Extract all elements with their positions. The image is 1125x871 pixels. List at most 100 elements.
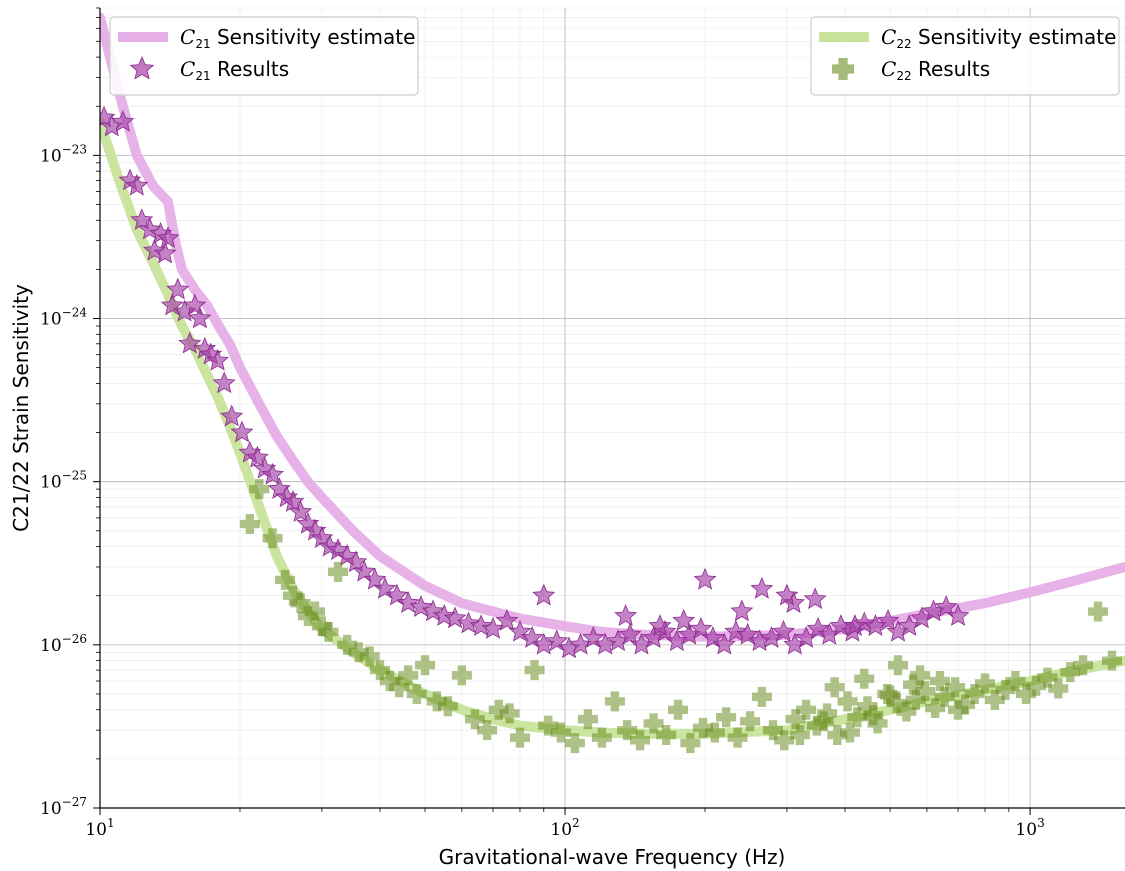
c22-result-plus	[656, 725, 677, 746]
c21-result-star	[614, 604, 638, 626]
legend-label: C21 Results	[180, 57, 289, 83]
y-tick-exponent: −23	[62, 142, 87, 156]
x-tick-exponent: 2	[572, 816, 580, 830]
c22-result-plus	[888, 655, 909, 676]
c22-result-plus	[1060, 662, 1081, 683]
c22-result-plus	[847, 707, 868, 728]
c21-result-star	[206, 348, 229, 371]
c22-result-plus	[948, 699, 969, 720]
c22-result-plus	[249, 479, 270, 500]
plot-background	[100, 8, 1125, 808]
c22-result-plus	[857, 696, 878, 717]
c21-result-star	[125, 173, 149, 196]
legend-frame	[109, 16, 419, 96]
c22-result-plus	[550, 722, 571, 743]
c22-result-plus	[796, 699, 817, 720]
c21-result-star	[166, 277, 190, 300]
x-tick-label: 101	[85, 816, 114, 840]
y-axis-title: C21/22 Strain Sensitivity	[9, 284, 33, 532]
y-tick-exponent: −25	[62, 469, 87, 483]
legend-text: Results	[912, 57, 991, 81]
c22-result-plus	[813, 711, 834, 732]
c22-result-plus	[915, 681, 936, 702]
legend-symbol: C	[180, 25, 195, 49]
c22-result-plus	[379, 671, 400, 692]
c22-result-plus	[577, 709, 598, 730]
c22-result-plus	[863, 705, 884, 726]
c22-result-plus	[1073, 655, 1094, 676]
y-tick-exponent: −24	[62, 306, 88, 320]
axes	[99, 8, 1125, 809]
c22-result-plus	[774, 730, 795, 751]
c22-result-plus	[464, 709, 485, 730]
c21-result-star	[178, 331, 202, 354]
c21-result-star	[456, 611, 481, 634]
c21-result-star	[396, 591, 420, 613]
legend-subscript: 21	[195, 69, 210, 83]
c21-result-star	[385, 583, 409, 606]
legend-subscript: 21	[195, 37, 210, 51]
c22-result-plus	[880, 685, 901, 706]
c21-result-star	[363, 567, 387, 590]
y-tick-exponent: −26	[62, 632, 87, 646]
c22-result-plus	[910, 665, 931, 686]
c21-result-star	[693, 567, 717, 590]
legend-label: C22 Sensitivity estimate	[881, 25, 1116, 51]
c22-result-plus	[389, 677, 410, 698]
c22-result-plus	[975, 673, 996, 694]
c21-result-star	[750, 576, 774, 599]
c22-result-plus	[704, 722, 725, 743]
c22-result-plus	[318, 621, 339, 642]
c22-result-plus	[337, 634, 358, 655]
x-tick-exponent: 3	[1037, 816, 1045, 830]
c21-result-star	[156, 226, 180, 249]
c22-result-plus	[604, 691, 625, 712]
legend-label: C22 Results	[881, 57, 990, 83]
c22-result-plus	[499, 703, 520, 724]
c21-result-star	[230, 420, 254, 443]
c22-result-plus	[630, 730, 651, 751]
c21-result-star	[153, 241, 177, 264]
c22-result-plus	[1088, 601, 1109, 622]
c22-result-plus	[727, 727, 748, 748]
c22-result-plus	[406, 683, 427, 704]
c21-result-star	[289, 500, 313, 522]
c22-result-plus	[398, 665, 419, 686]
c22-result-plus	[740, 711, 761, 732]
c22-result-plus	[1015, 683, 1036, 704]
c22-result-plus	[564, 733, 585, 754]
c21-result-star	[876, 608, 900, 631]
legend-symbol: C	[881, 25, 896, 49]
c22-result-plus	[824, 677, 845, 698]
c22-result-plus	[643, 713, 664, 734]
legend-text: Sensitivity estimate	[912, 25, 1117, 49]
c22-result-plus	[477, 720, 498, 741]
result-markers	[100, 105, 1122, 754]
y-tick-label: 10−23	[40, 142, 87, 166]
c21-result-star	[724, 619, 748, 642]
c21-result-star	[261, 462, 284, 485]
c21-result-star	[130, 208, 154, 231]
c22-result-plus	[905, 689, 926, 710]
x-axis-title: Gravitational-wave Frequency (Hz)	[439, 845, 786, 869]
legend-subscript: 22	[896, 37, 911, 51]
c22-result-plus	[827, 725, 848, 746]
c22-result-plus	[451, 665, 472, 686]
c22-result-plus	[538, 715, 559, 736]
legend-symbol: C	[881, 57, 896, 81]
c21-result-star	[689, 616, 713, 639]
c21-result-star	[843, 614, 867, 636]
c21-result-star	[532, 583, 556, 606]
y-tick-label: 10−25	[40, 469, 87, 493]
c22-result-plus	[290, 593, 311, 614]
c21-result-star	[618, 622, 642, 645]
c21-result-star	[803, 587, 827, 610]
legend-label: C21 Sensitivity estimate	[180, 25, 415, 51]
c21-result-star	[648, 614, 672, 636]
c21-result-star	[344, 550, 368, 573]
legend-top-left: C21 Sensitivity estimate C21 Results	[109, 16, 419, 96]
c22-result-plus	[1037, 667, 1058, 688]
y-tick-exponent: −27	[62, 795, 87, 809]
